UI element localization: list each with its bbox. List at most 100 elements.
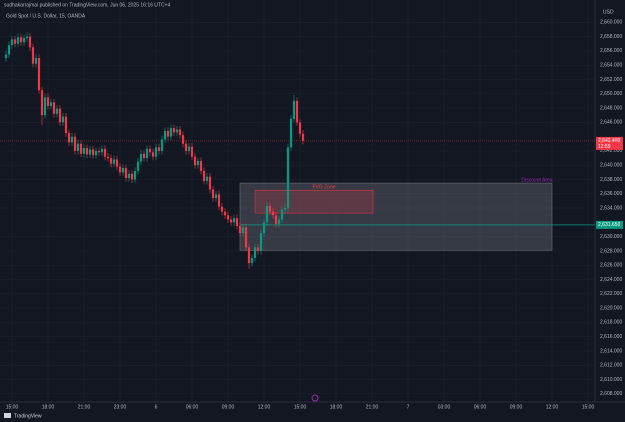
candle-body (55, 108, 59, 114)
x-tick-label: 06:00 (186, 404, 199, 410)
last-price-label: 2,643.400 (598, 138, 620, 144)
currency: USD (603, 9, 614, 15)
candle-body (94, 150, 98, 156)
x-tick-label: 18:00 (330, 404, 343, 410)
candle-body (115, 159, 119, 167)
candle-body (178, 129, 182, 136)
candle-body (199, 160, 203, 171)
candle-body (148, 148, 152, 153)
candle-body (79, 143, 83, 154)
candle-body (232, 218, 236, 223)
candle-body (277, 219, 281, 224)
candle-body (238, 225, 242, 234)
level-label: 2,631.650 (598, 222, 620, 228)
candle-body (169, 128, 173, 137)
candle-body (229, 219, 233, 223)
candle-body (7, 45, 11, 55)
candle-body (280, 209, 284, 220)
candle-body (19, 37, 23, 43)
candle-body (22, 38, 26, 43)
indicator-icon[interactable] (311, 394, 319, 402)
y-tick-label: 2,660.000 (600, 20, 622, 26)
candle-body (211, 189, 215, 199)
candle-body (154, 147, 158, 157)
candle-body (241, 227, 245, 234)
candle-body (190, 146, 194, 157)
candle-body (106, 156, 110, 159)
zone (254, 189, 374, 214)
candle-body (271, 211, 275, 216)
candle-body (97, 150, 101, 153)
candle-body (49, 102, 53, 106)
y-tick-label: 2,612.000 (600, 363, 622, 369)
x-tick-label: 21:00 (366, 404, 379, 410)
candle-body (253, 247, 257, 259)
candle-body (244, 227, 248, 248)
y-tick-label: 2,646.000 (600, 120, 622, 126)
candle-body (91, 149, 95, 156)
y-tick-label: 2,636.000 (600, 191, 622, 197)
candle-body (250, 258, 254, 264)
candle-body (166, 130, 170, 137)
x-tick-label: 18:00 (42, 404, 55, 410)
y-tick-label: 2,622.000 (600, 291, 622, 297)
chart-title: Gold Spot / U.S. Dollar, 15, OANDA (6, 13, 86, 19)
candle-body (151, 152, 155, 157)
candle-body (163, 130, 167, 140)
candle-body (112, 159, 116, 164)
candle-body (235, 218, 239, 226)
x-tick-label: 6 (155, 404, 158, 410)
x-tick-label: 06:00 (474, 404, 487, 410)
candle-body (301, 133, 305, 141)
zone-label: Discount Area (521, 177, 552, 183)
candle-body (181, 135, 185, 144)
candle-body (76, 143, 80, 151)
candle-body (28, 36, 32, 48)
candle-body (31, 47, 35, 64)
y-tick-label: 2,650.000 (600, 91, 622, 97)
y-tick-label: 2,642.000 (600, 148, 622, 154)
candle-body (64, 116, 68, 134)
brand-logo (4, 413, 11, 418)
byline: sudhakarrajmai published on TradingView.… (4, 2, 170, 8)
candle-body (217, 194, 221, 207)
candle-body (214, 194, 218, 199)
candle-body (73, 136, 77, 151)
y-tick-label: 2,654.000 (600, 62, 622, 68)
candle-body (193, 156, 197, 166)
candle-body (13, 39, 17, 44)
y-tick-label: 2,610.000 (600, 377, 622, 383)
candle-body (67, 133, 71, 143)
candle-body (145, 148, 149, 159)
candle-body (46, 97, 50, 106)
candle-body (70, 136, 74, 143)
candle-body (103, 148, 107, 157)
x-tick-label: 09:00 (510, 404, 523, 410)
candle-body (133, 170, 137, 180)
candle-body (52, 102, 56, 114)
candle-body (100, 148, 104, 153)
candle-body (61, 116, 65, 123)
x-tick-label: 15:00 (582, 404, 595, 410)
y-tick-label: 2,658.000 (600, 34, 622, 40)
y-tick-label: 2,620.000 (600, 305, 622, 311)
candle-body (58, 108, 62, 123)
zone-label: FVG Zone (312, 185, 335, 191)
y-tick-label: 2,616.000 (600, 334, 622, 340)
candle-body (220, 206, 224, 212)
candle-body (43, 97, 47, 116)
y-tick-label: 2,626.000 (600, 263, 622, 269)
x-tick-label: 15:00 (6, 404, 19, 410)
y-tick-label: 2,630.000 (600, 234, 622, 240)
y-tick-label: 2,656.000 (600, 48, 622, 54)
candle-body (292, 100, 296, 119)
x-tick-label: 15:00 (294, 404, 307, 410)
candle-body (4, 54, 8, 59)
candle-body (124, 168, 128, 179)
candle-body (130, 173, 134, 180)
candle-body (175, 129, 179, 133)
candle-body (121, 168, 125, 173)
y-tick-label: 2,648.000 (600, 105, 622, 111)
